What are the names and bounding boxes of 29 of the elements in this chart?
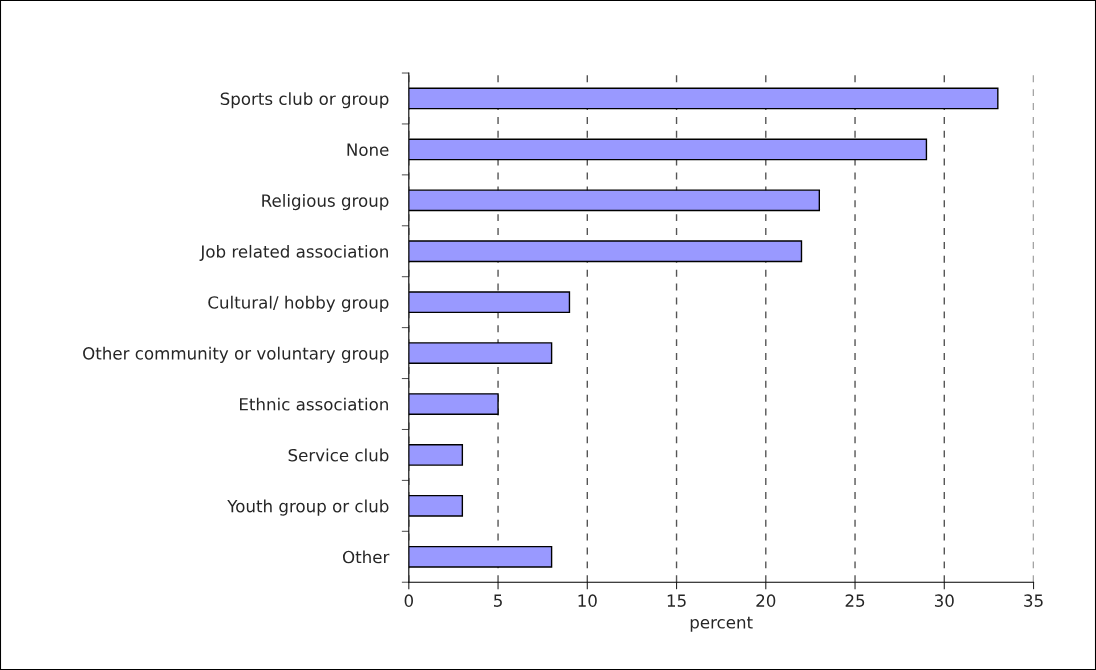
- y-tick-label: Youth group or club: [227, 499, 389, 516]
- bar: [408, 240, 803, 263]
- y-tick-label: None: [347, 143, 389, 156]
- y-tick-label: Job related association: [199, 244, 388, 261]
- y-tick-label: Service club: [288, 448, 389, 462]
- bar: [408, 393, 499, 415]
- x-tick-label: 20: [756, 594, 776, 607]
- bar: [408, 291, 571, 314]
- y-tick-label: Ethnic association: [240, 397, 388, 411]
- bar: [408, 494, 464, 517]
- x-tick-label: 5: [494, 594, 502, 607]
- x-tick-label: 30: [934, 594, 954, 607]
- bar: [408, 545, 553, 568]
- bar: [408, 342, 553, 364]
- y-tick-label: Other: [342, 550, 390, 564]
- y-tick-label: Sports club or group: [220, 92, 389, 109]
- x-tick-label: 10: [578, 594, 597, 607]
- bar: [408, 138, 928, 161]
- x-tick-label: 15: [667, 594, 686, 607]
- bar: [408, 87, 999, 110]
- x-tick-label: 0: [404, 594, 413, 607]
- x-tick-label: 25: [845, 594, 865, 607]
- y-tick-label: Religious group: [262, 194, 389, 211]
- x-axis-title: percent: [690, 616, 753, 632]
- bar: [408, 444, 464, 466]
- y-tick-label: Other community or voluntary group: [83, 346, 389, 363]
- bar: [408, 189, 821, 212]
- x-tick-label: 35: [1024, 594, 1043, 607]
- y-tick-label: Cultural/ hobby group: [208, 295, 389, 312]
